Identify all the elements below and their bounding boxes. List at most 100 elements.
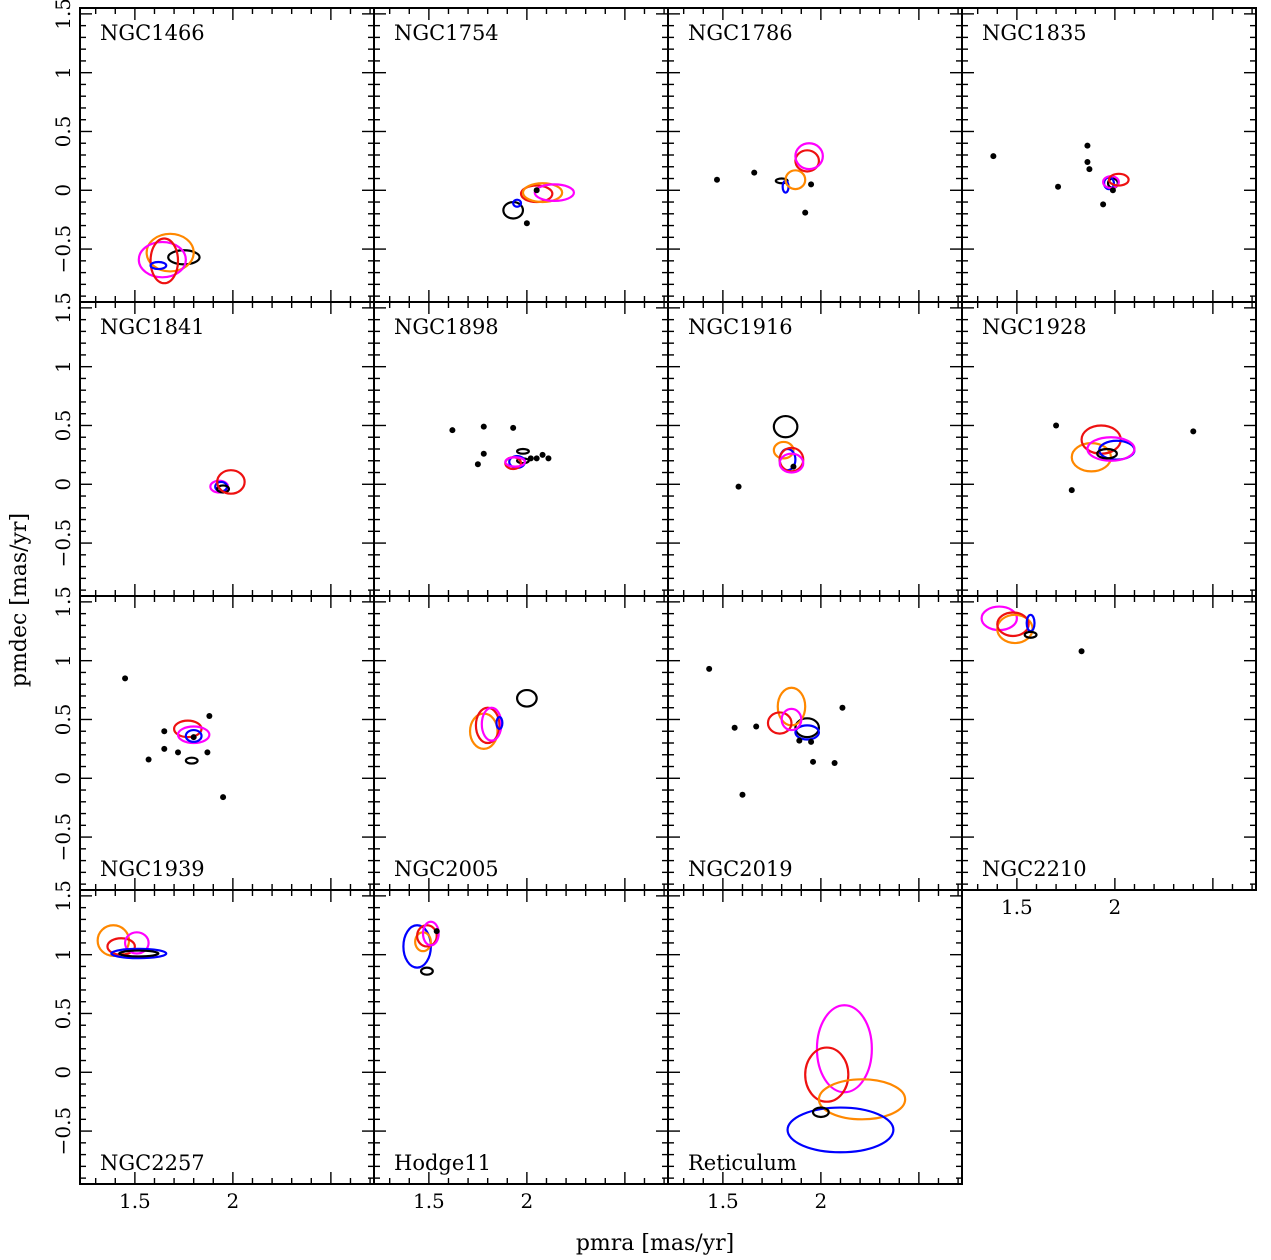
data-point	[1053, 422, 1060, 429]
panel-marks	[402, 920, 440, 976]
panel-frame	[961, 7, 1257, 303]
panel-label: NGC2257	[100, 1151, 205, 1175]
panel-frame	[667, 595, 963, 891]
panel-frame	[79, 595, 375, 891]
panel-frame	[667, 301, 963, 597]
panel-grid: NGC1466 −0.5 0 0.5 1 1.5 NGC1754 NGC1786 NGC1835…	[51, 0, 1257, 1213]
ellipse-blue	[495, 716, 504, 730]
panel-frame	[667, 7, 963, 303]
data-point	[990, 153, 997, 160]
panel-NGC1786: NGC1786	[667, 7, 963, 303]
ellipse-black	[184, 756, 199, 765]
panel-marks	[209, 469, 246, 495]
y-tick-label: 1	[51, 654, 75, 667]
ellipse-magenta	[176, 725, 211, 745]
data-point	[1068, 487, 1075, 494]
panel-NGC2005: NGC2005	[373, 595, 669, 891]
panel-frame	[373, 7, 669, 303]
data-point	[706, 665, 713, 672]
ellipse-orange	[772, 440, 795, 460]
panel-NGC1928: NGC1928	[961, 301, 1257, 597]
data-point	[753, 723, 760, 730]
data-point	[220, 794, 227, 801]
ellipse-red	[149, 237, 180, 285]
y-tick-label: 1.5	[51, 880, 75, 912]
panel-marks	[468, 688, 538, 750]
data-point	[161, 745, 168, 752]
data-point	[527, 455, 534, 462]
y-tick-label: 0.5	[51, 116, 75, 148]
panel-NGC1754: NGC1754	[373, 7, 669, 303]
ellipse-red	[1107, 172, 1130, 187]
y-tick-label: −0.5	[51, 1107, 75, 1156]
panel-frame	[79, 889, 375, 1185]
ellipse-magenta	[778, 452, 805, 474]
ellipse-blue	[794, 724, 821, 741]
ellipse-magenta	[533, 183, 576, 202]
ellipse-magenta	[1086, 436, 1136, 462]
panel-frame	[373, 595, 669, 891]
panel-label: NGC1939	[100, 857, 205, 881]
ellipse-blue	[149, 260, 168, 271]
panel-marks	[1053, 422, 1197, 494]
data-point	[739, 791, 746, 798]
ellipse-magenta	[504, 456, 527, 468]
data-point	[808, 181, 815, 188]
ellipse-black	[419, 966, 434, 976]
data-point	[145, 756, 152, 763]
ellipse-blue	[110, 947, 168, 960]
panel-marks	[706, 665, 846, 798]
panel-label: NGC1841	[100, 315, 205, 339]
panel-label: Hodge11	[394, 1151, 491, 1175]
data-point	[510, 424, 517, 431]
y-tick-label: 0	[51, 772, 75, 785]
data-point	[449, 427, 456, 434]
y-tick-label: 0	[51, 184, 75, 197]
ellipse-red	[416, 924, 438, 948]
panel-NGC2210: NGC2210 1.5 2	[961, 595, 1257, 919]
data-point	[790, 463, 797, 470]
data-point	[839, 704, 846, 711]
data-point	[1084, 142, 1091, 149]
ellipse-magenta	[421, 920, 440, 947]
data-point	[204, 749, 211, 756]
x-tick-label: 2	[227, 1189, 240, 1213]
ellipse-orange	[784, 169, 807, 191]
panel-label: NGC1898	[394, 315, 499, 339]
data-point	[161, 728, 168, 735]
panel-marks	[96, 924, 168, 960]
panel-frame	[667, 889, 963, 1185]
panel-marks	[137, 232, 201, 285]
ellipse-magenta	[123, 931, 150, 955]
ellipse-red	[216, 469, 246, 495]
data-point	[802, 209, 809, 216]
data-point	[433, 928, 440, 935]
panel-label: NGC2005	[394, 857, 499, 881]
panel-NGC1916: NGC1916	[667, 301, 963, 597]
data-point	[539, 451, 546, 458]
ellipse-black	[118, 949, 160, 958]
panel-label: NGC1928	[982, 315, 1087, 339]
ellipse-blue	[512, 198, 523, 208]
ellipse-orange	[145, 232, 195, 273]
x-tick-label: 2	[815, 1189, 828, 1213]
ellipse-orange	[521, 182, 564, 204]
panel-marks	[122, 675, 227, 801]
data-point	[523, 220, 530, 227]
panel-Reticulum: Reticulum 1.5 2	[667, 889, 963, 1213]
x-tick-label: 1.5	[707, 1189, 739, 1213]
panel-NGC2019: NGC2019	[667, 595, 963, 891]
y-tick-label: 0.5	[51, 998, 75, 1030]
panel-frame	[79, 301, 375, 597]
data-point	[796, 737, 803, 744]
ellipse-orange	[817, 1078, 907, 1121]
x-tick-label: 2	[521, 1189, 534, 1213]
data-point	[206, 712, 213, 719]
data-point	[735, 483, 742, 490]
panel-label: Reticulum	[688, 1151, 797, 1175]
panel-NGC1898: NGC1898	[373, 301, 669, 597]
y-tick-label: −0.5	[51, 225, 75, 274]
x-tick-label: 1.5	[119, 1189, 151, 1213]
y-tick-label: 0	[51, 478, 75, 491]
